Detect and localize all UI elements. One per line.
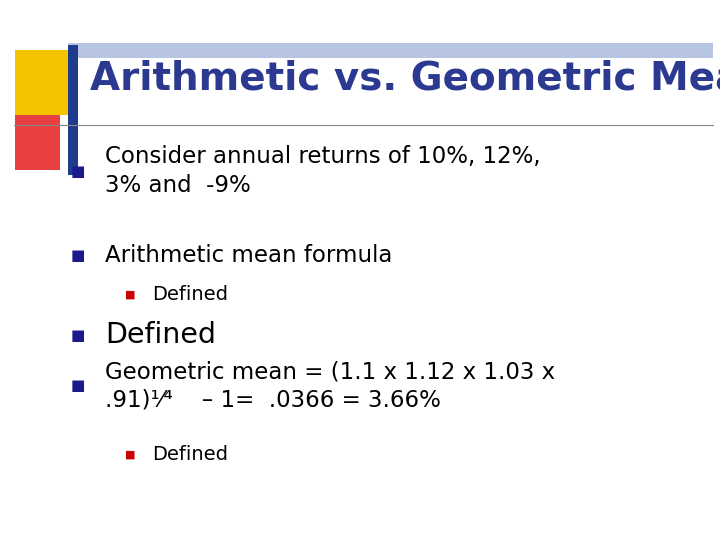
Bar xyxy=(68,43,713,58)
Text: .91)¹⁄⁴    – 1=  .0366 = 3.66%: .91)¹⁄⁴ – 1= .0366 = 3.66% xyxy=(105,388,441,411)
Text: ■: ■ xyxy=(71,327,85,342)
Bar xyxy=(68,45,78,175)
Text: Defined: Defined xyxy=(105,321,216,349)
Bar xyxy=(15,115,60,170)
Text: Consider annual returns of 10%, 12%,: Consider annual returns of 10%, 12%, xyxy=(105,145,541,168)
Text: Defined: Defined xyxy=(152,446,228,464)
Text: ■: ■ xyxy=(71,247,85,262)
Text: ■: ■ xyxy=(125,450,135,460)
Text: Geometric mean = (1.1 x 1.12 x 1.03 x: Geometric mean = (1.1 x 1.12 x 1.03 x xyxy=(105,361,555,383)
Text: Arithmetic mean formula: Arithmetic mean formula xyxy=(105,244,392,267)
Text: ■: ■ xyxy=(125,290,135,300)
Text: Arithmetic vs. Geometric Mean: Arithmetic vs. Geometric Mean xyxy=(90,59,720,97)
Text: Defined: Defined xyxy=(152,286,228,305)
Text: ■: ■ xyxy=(71,379,85,394)
Bar xyxy=(15,50,70,115)
Text: 3% and  -9%: 3% and -9% xyxy=(105,173,251,197)
Text: ■: ■ xyxy=(71,164,85,179)
